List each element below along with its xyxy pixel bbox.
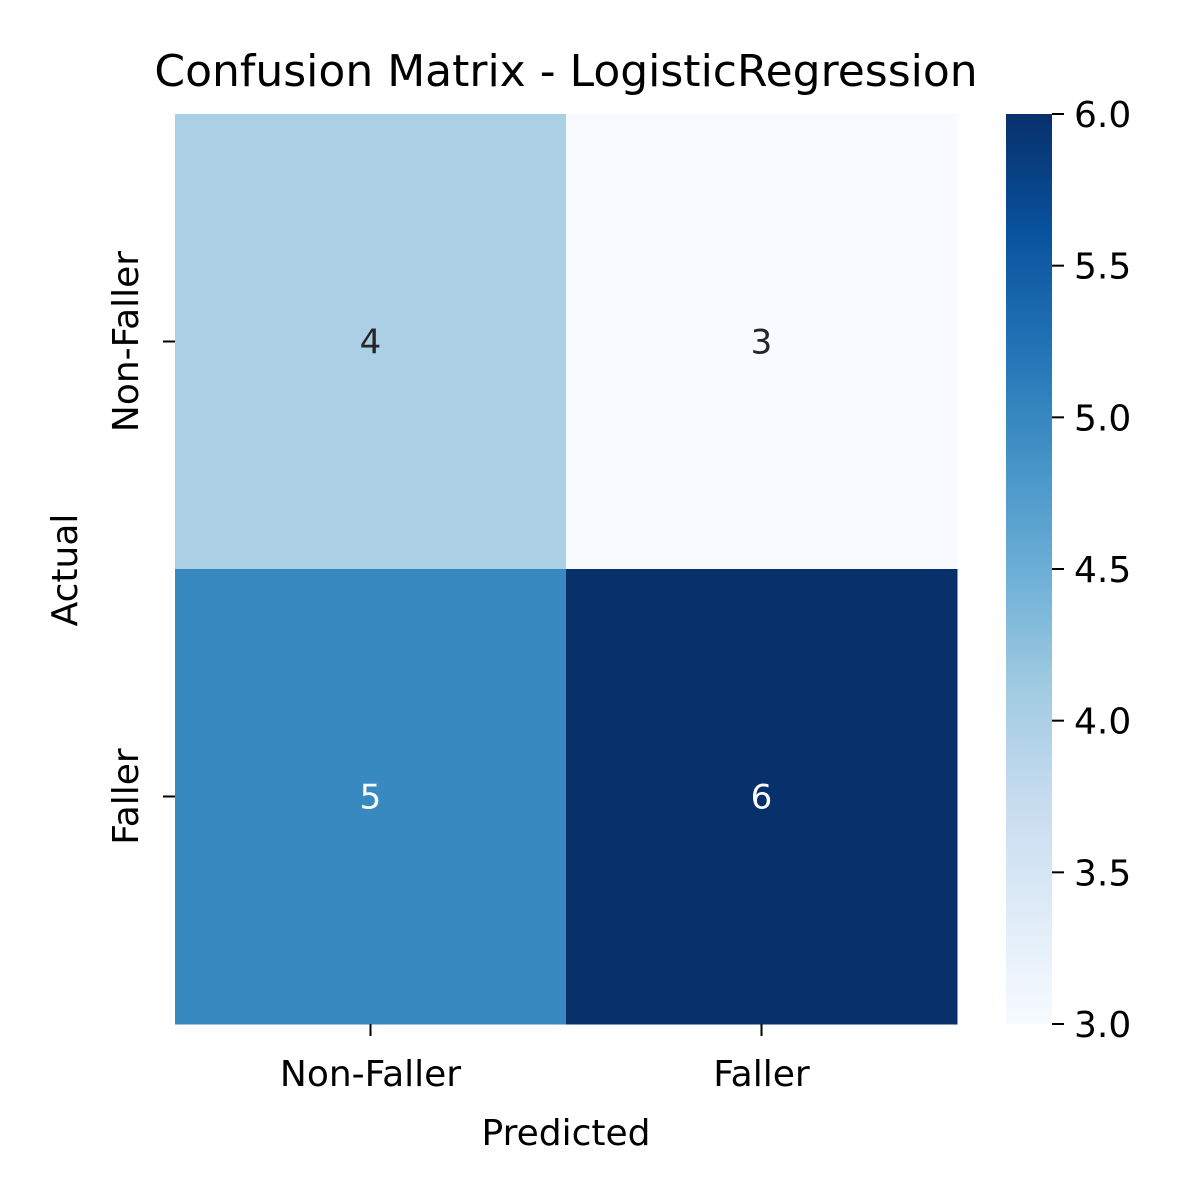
x-axis: Non-Faller Faller bbox=[280, 1024, 810, 1095]
colorbar-tick-label-5: 5.0 bbox=[1074, 398, 1131, 439]
y-tick-label-2: Faller bbox=[106, 748, 147, 845]
colorbar-tick-label-1: 3.0 bbox=[1074, 1005, 1131, 1046]
colorbar-tick-label-3: 4.0 bbox=[1074, 702, 1131, 743]
heatmap-cell-2-1 bbox=[175, 569, 567, 1025]
heatmap-cell-1-1 bbox=[175, 114, 567, 570]
heatmap-cell-2-2 bbox=[566, 569, 958, 1025]
cell-value-label-1-1: 4 bbox=[360, 323, 382, 363]
cell-value-label-1-2: 3 bbox=[751, 323, 773, 363]
y-tick-label-1: Non-Faller bbox=[106, 251, 147, 432]
chart-title: Confusion Matrix - LogisticRegression bbox=[154, 46, 977, 97]
cell-value-label-2-2: 6 bbox=[751, 778, 773, 818]
heatmap-cell-labels: 4 3 5 6 bbox=[360, 323, 773, 818]
colorbar: 3.0 3.5 4.0 4.5 5.0 5.5 6.0 bbox=[1006, 95, 1131, 1046]
colorbar-tick-label-4: 4.5 bbox=[1074, 550, 1131, 591]
heatmap-cell-1-2 bbox=[566, 114, 958, 570]
colorbar-tick-label-2: 3.5 bbox=[1074, 853, 1131, 894]
x-tick-label-2: Faller bbox=[713, 1054, 810, 1095]
x-tick-label-1: Non-Faller bbox=[280, 1054, 461, 1095]
heatmap-cells bbox=[175, 114, 958, 1025]
colorbar-tick-label-6: 5.5 bbox=[1074, 247, 1131, 288]
y-axis: Non-Faller Faller bbox=[106, 251, 175, 845]
y-axis-label: Actual bbox=[45, 514, 86, 627]
colorbar-gradient bbox=[1006, 114, 1052, 1024]
x-axis-label: Predicted bbox=[482, 1113, 651, 1154]
colorbar-tick-label-7: 6.0 bbox=[1074, 95, 1131, 136]
cell-value-label-2-1: 5 bbox=[360, 778, 382, 818]
